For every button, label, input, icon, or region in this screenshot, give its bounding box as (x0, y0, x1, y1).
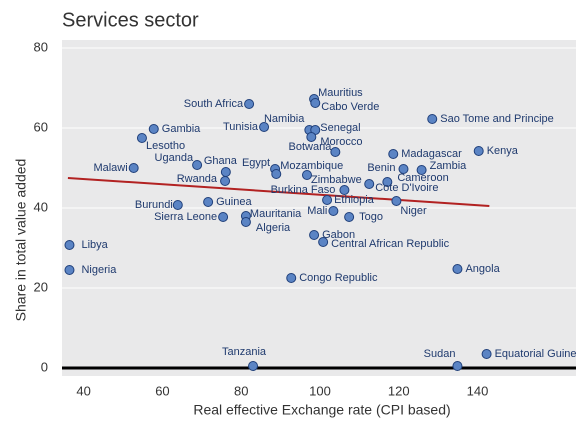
point-label: Madagascar (401, 148, 462, 160)
point (128, 163, 139, 173)
point (259, 122, 270, 132)
point-label: Ghana (204, 155, 238, 167)
point-label: Botwana (289, 141, 333, 153)
point-label: Zimbabwe (311, 174, 362, 186)
point (244, 99, 255, 109)
y-tick-label: 60 (34, 119, 48, 134)
point (391, 196, 402, 206)
point-label: Burundi (135, 199, 173, 211)
point-label: Libya (81, 239, 108, 251)
x-tick-label: 80 (234, 383, 248, 398)
point-label: Uganda (155, 152, 194, 164)
point-label: Zambia (430, 160, 468, 172)
point (452, 361, 463, 371)
point (148, 124, 159, 134)
x-tick-label: 120 (388, 383, 410, 398)
point (271, 169, 282, 179)
point-label: Central African Republic (331, 238, 450, 250)
point (240, 217, 251, 227)
x-axis-label: Real effective Exchange rate (CPI based) (193, 402, 450, 418)
point (330, 147, 341, 157)
point-label: South Africa (184, 98, 244, 110)
y-tick-label: 40 (34, 199, 48, 214)
y-tick-label: 20 (34, 279, 48, 294)
point (248, 361, 259, 371)
point-label: Algeria (256, 222, 291, 234)
point-label: Namibia (264, 113, 305, 125)
point (310, 98, 321, 108)
point-label: Kenya (487, 145, 519, 157)
point (220, 167, 231, 177)
point-label: Egypt (242, 157, 270, 169)
point-label: Sierra Leone (154, 211, 217, 223)
point-label: Tunisia (223, 121, 259, 133)
point (220, 176, 231, 186)
point-label: Cabo Verde (321, 101, 379, 113)
point (203, 197, 214, 207)
point-label: Ethiopia (334, 194, 375, 206)
point-label: Morocco (320, 136, 362, 148)
point (344, 212, 355, 222)
point-label: Mauritius (318, 87, 363, 99)
point-label: Mali (307, 205, 327, 217)
y-tick-label: 0 (41, 359, 48, 374)
point (382, 177, 393, 187)
x-tick-label: 100 (309, 383, 331, 398)
point-label: Burkina Faso (271, 184, 336, 196)
point-label: Niger (400, 205, 427, 217)
point (388, 149, 399, 159)
point (218, 212, 229, 222)
point (364, 179, 375, 189)
point (136, 133, 147, 143)
point-label: Angola (465, 263, 500, 275)
point-label: Benin (367, 162, 395, 174)
trend-line (67, 177, 490, 207)
point (328, 206, 339, 216)
point (306, 132, 317, 142)
point (339, 185, 350, 195)
point-label: Nigeria (81, 264, 117, 276)
point-label: Cameroon (397, 172, 448, 184)
point (318, 237, 329, 247)
point-label: Gabon (322, 229, 355, 241)
point-label: Sao Tome and Principe (440, 113, 554, 125)
point-label: Guinea (216, 196, 252, 208)
point (192, 160, 203, 170)
point-label: Rwanda (177, 173, 218, 185)
point (301, 170, 312, 180)
point (398, 164, 409, 174)
point (64, 265, 75, 275)
point (172, 200, 183, 210)
point (416, 165, 427, 175)
point (452, 264, 463, 274)
point (286, 273, 297, 283)
point-label: Tanzania (222, 346, 267, 358)
point (309, 230, 320, 240)
y-tick-label: 80 (34, 39, 48, 54)
point-label: Malawi (93, 162, 127, 174)
x-tick-label: 140 (467, 383, 489, 398)
point-label: Mauritania (250, 208, 302, 220)
point-label: Sudan (424, 348, 456, 360)
point (481, 349, 492, 359)
chart-title: Services sector (62, 9, 199, 31)
point-label: Senegal (320, 122, 360, 134)
point (322, 195, 333, 205)
point-label: Equatorial Guinea (495, 348, 576, 360)
point-label: Mozambique (280, 160, 343, 172)
point (473, 146, 484, 156)
point-label: Cote D'Ivoire (375, 182, 438, 194)
x-tick-label: 60 (155, 383, 169, 398)
point (64, 240, 75, 250)
point-label: Togo (359, 211, 383, 223)
marks: South Africa Mauritius Cabo Verde Namibia Tu… (64, 87, 576, 371)
point-label: Gambia (162, 123, 201, 135)
point-label: Lesotho (146, 140, 185, 152)
point (427, 114, 438, 124)
y-axis-label: Share in total value added (13, 159, 29, 322)
point-label: Congo Republic (299, 272, 378, 284)
x-tick-label: 40 (76, 383, 90, 398)
